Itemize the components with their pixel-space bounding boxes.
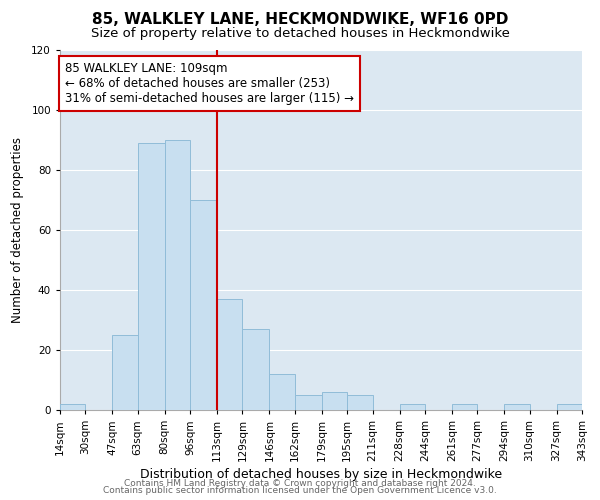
Bar	[112, 335, 138, 410]
Bar	[504, 404, 530, 410]
Bar	[347, 395, 373, 410]
Bar	[452, 404, 477, 410]
Bar	[60, 404, 85, 410]
Bar	[400, 404, 425, 410]
Bar	[557, 404, 582, 410]
Bar	[138, 143, 165, 410]
Bar	[322, 392, 347, 410]
Text: Size of property relative to detached houses in Heckmondwike: Size of property relative to detached ho…	[91, 28, 509, 40]
Text: 85 WALKLEY LANE: 109sqm
← 68% of detached houses are smaller (253)
31% of semi-d: 85 WALKLEY LANE: 109sqm ← 68% of detache…	[65, 62, 354, 105]
Bar	[190, 200, 217, 410]
Bar	[269, 374, 295, 410]
Bar	[165, 140, 190, 410]
Bar	[295, 395, 322, 410]
Text: Contains HM Land Registry data © Crown copyright and database right 2024.: Contains HM Land Registry data © Crown c…	[124, 478, 476, 488]
Bar	[217, 299, 242, 410]
Y-axis label: Number of detached properties: Number of detached properties	[11, 137, 24, 323]
Text: Contains public sector information licensed under the Open Government Licence v3: Contains public sector information licen…	[103, 486, 497, 495]
Text: 85, WALKLEY LANE, HECKMONDWIKE, WF16 0PD: 85, WALKLEY LANE, HECKMONDWIKE, WF16 0PD	[92, 12, 508, 28]
Bar	[242, 329, 269, 410]
X-axis label: Distribution of detached houses by size in Heckmondwike: Distribution of detached houses by size …	[140, 468, 502, 481]
